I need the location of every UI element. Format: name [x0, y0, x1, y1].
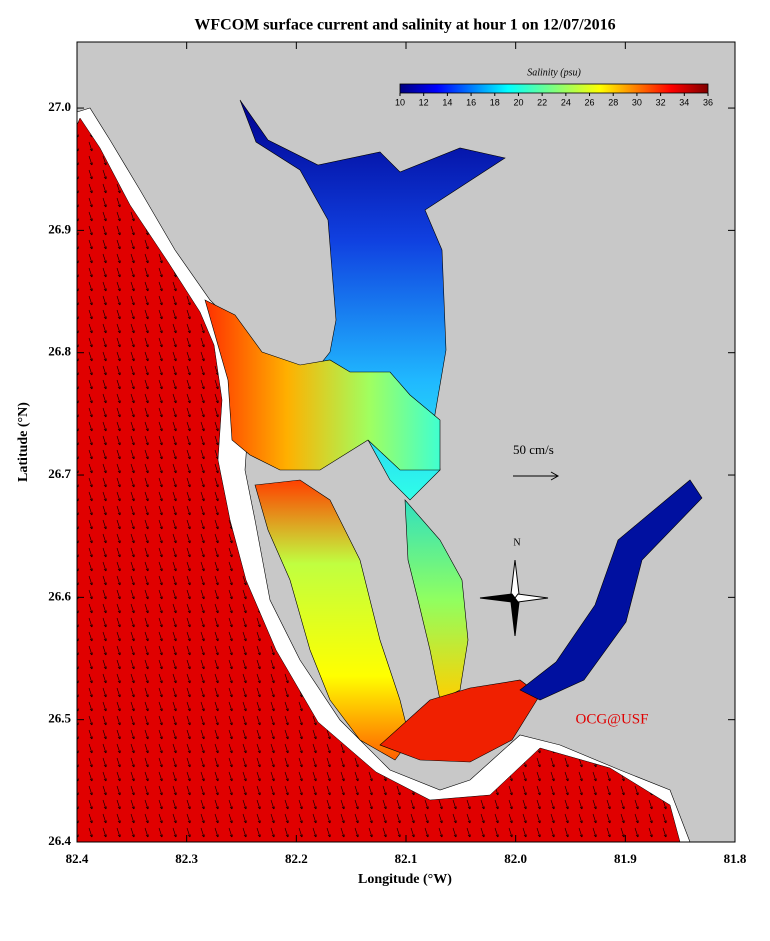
y-axis-label: Latitude (°N) — [16, 402, 31, 482]
colorbar-tick-label: 20 — [513, 97, 523, 107]
y-tick-label: 26.4 — [48, 833, 71, 848]
y-tick-label: 27.0 — [48, 99, 71, 114]
x-axis-label: Longitude (°W) — [358, 872, 452, 887]
map: 50 cm/s N OCG@USF Salinity (psu) — [76, 42, 735, 843]
colorbar-tick-label: 32 — [656, 97, 666, 107]
y-tick-label: 26.8 — [48, 344, 71, 359]
y-tick-label: 26.7 — [48, 466, 71, 481]
colorbar-tick-label: 28 — [608, 97, 618, 107]
colorbar-tick-label: 16 — [466, 97, 476, 107]
x-tick-label: 82.0 — [504, 851, 527, 866]
scale-arrow — [513, 471, 560, 481]
colorbar-tick-label: 14 — [442, 97, 452, 107]
colorbar-tick-label: 22 — [537, 97, 547, 107]
colorbar-title: Salinity (psu) — [527, 67, 581, 78]
colorbar-tick-label: 18 — [490, 97, 500, 107]
colorbar-tick-label: 24 — [561, 97, 571, 107]
x-tick-label: 81.9 — [614, 851, 637, 866]
colorbar — [399, 83, 709, 94]
caloosahatchee — [519, 479, 703, 701]
colorbar-tick-label: 34 — [679, 97, 689, 107]
colorbar-tick-label: 26 — [585, 97, 595, 107]
y-tick-label: 26.9 — [48, 221, 71, 236]
x-tick-label: 81.8 — [724, 851, 747, 866]
compass — [479, 559, 549, 637]
x-tick-label: 82.3 — [175, 851, 198, 866]
colorbar-tick-label: 10 — [395, 97, 405, 107]
harbor-mouth — [204, 299, 441, 471]
colorbar-tick-label: 12 — [419, 97, 429, 107]
x-tick-label: 82.4 — [66, 851, 89, 866]
colorbar-tick-label: 30 — [632, 97, 642, 107]
title: WFCOM surface current and salinity at ho… — [194, 17, 615, 34]
current-vectors — [77, 118, 680, 842]
y-tick-label: 26.5 — [48, 711, 71, 726]
compass-label: N — [513, 537, 520, 548]
colorbar-tick-label: 36 — [703, 97, 713, 107]
credit: OCG@USF — [575, 711, 648, 727]
x-tick-label: 82.2 — [285, 851, 308, 866]
y-tick-label: 26.6 — [48, 588, 71, 603]
x-tick-label: 82.1 — [395, 851, 418, 866]
scale-label: 50 cm/s — [513, 442, 554, 457]
